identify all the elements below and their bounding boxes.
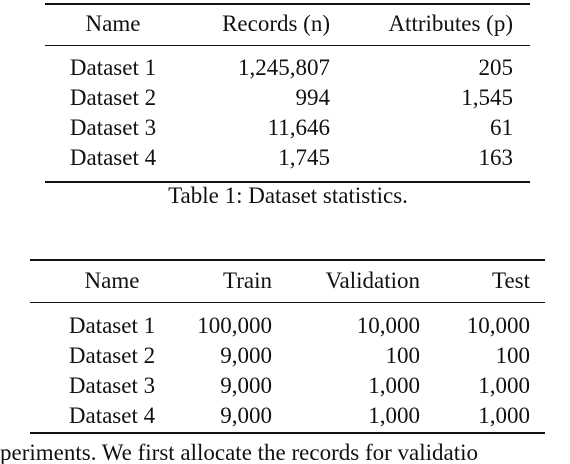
table-cell: Dataset 3 <box>69 115 157 140</box>
table-cell: Dataset 1 <box>68 313 156 338</box>
table-cell: 994 <box>295 85 331 110</box>
table-cell: 11,646 <box>267 115 330 140</box>
table-cell: 1,000 <box>368 403 420 428</box>
table-rule <box>30 302 545 303</box>
table-cell: Dataset 4 <box>69 145 157 170</box>
table-cell: 100 <box>495 343 531 368</box>
table-cell: Dataset 2 <box>68 343 156 368</box>
table-rule <box>45 181 530 183</box>
table-rule <box>45 45 530 46</box>
table-cell: Dataset 4 <box>68 403 156 428</box>
table-cell: 9,000 <box>220 343 272 368</box>
table-rule <box>45 3 530 5</box>
table-cell: 9,000 <box>220 403 272 428</box>
table-cell: Dataset 2 <box>69 85 157 110</box>
table-cell: 9,000 <box>220 373 272 398</box>
table-cell: 100 <box>385 343 421 368</box>
table-rule <box>30 432 545 434</box>
table-cell: 205 <box>478 55 514 80</box>
table-cell: 1,245,807 <box>238 55 330 80</box>
table-cell: Dataset 3 <box>68 373 156 398</box>
table-cell: 1,000 <box>368 373 420 398</box>
table-cell: 163 <box>478 145 514 170</box>
body-text: periments. We first allocate the records… <box>0 440 478 464</box>
table-cell: 1,000 <box>478 403 530 428</box>
column-header: Attributes (p) <box>388 11 513 36</box>
column-header: Name <box>85 11 141 36</box>
column-header: Train <box>223 268 272 293</box>
table-caption: Table 1: Dataset statistics. <box>168 183 408 208</box>
column-header: Records (n) <box>222 11 330 36</box>
table-cell: 10,000 <box>466 313 530 338</box>
table-cell: 1,000 <box>478 373 530 398</box>
column-header: Validation <box>325 268 420 293</box>
column-header: Name <box>84 268 140 293</box>
table-cell: Dataset 1 <box>69 55 157 80</box>
column-header: Test <box>492 268 530 293</box>
table-cell: 1,545 <box>461 85 513 110</box>
table-cell: 10,000 <box>356 313 420 338</box>
table-cell: 1,745 <box>278 145 330 170</box>
table-cell: 61 <box>490 115 513 140</box>
table-cell: 100,000 <box>197 313 272 338</box>
table-rule <box>30 259 545 261</box>
